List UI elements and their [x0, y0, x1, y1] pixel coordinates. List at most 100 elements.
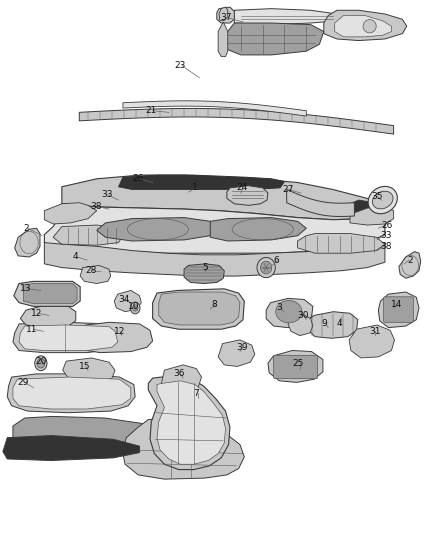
Polygon shape — [234, 9, 337, 25]
Text: 38: 38 — [90, 202, 102, 211]
Polygon shape — [159, 292, 240, 325]
Polygon shape — [210, 217, 306, 241]
Polygon shape — [23, 284, 77, 304]
Text: 12: 12 — [114, 327, 125, 336]
Text: 33: 33 — [380, 231, 392, 240]
Text: 14: 14 — [392, 300, 403, 309]
Text: 4: 4 — [73, 253, 78, 261]
Polygon shape — [63, 358, 115, 382]
Text: 36: 36 — [173, 369, 184, 378]
Polygon shape — [268, 351, 323, 382]
Polygon shape — [399, 252, 421, 278]
Text: 23: 23 — [174, 61, 185, 70]
Text: 12: 12 — [31, 309, 42, 318]
Ellipse shape — [257, 257, 276, 278]
Polygon shape — [266, 298, 313, 328]
Polygon shape — [184, 264, 224, 284]
Polygon shape — [44, 204, 385, 253]
Text: 38: 38 — [380, 242, 392, 251]
Polygon shape — [341, 200, 385, 216]
Polygon shape — [123, 101, 306, 116]
Text: 11: 11 — [26, 325, 38, 334]
FancyBboxPatch shape — [274, 356, 318, 378]
Text: 8: 8 — [211, 300, 217, 309]
Text: 13: 13 — [20, 284, 32, 293]
Polygon shape — [378, 292, 419, 328]
Text: 20: 20 — [35, 357, 46, 366]
Polygon shape — [44, 243, 385, 276]
Text: 27: 27 — [283, 185, 293, 194]
Ellipse shape — [363, 20, 376, 33]
Polygon shape — [3, 435, 140, 461]
Text: 15: 15 — [79, 362, 90, 371]
Polygon shape — [114, 290, 141, 312]
Text: 31: 31 — [370, 327, 381, 336]
Ellipse shape — [35, 356, 47, 370]
Polygon shape — [349, 325, 395, 358]
Text: 37: 37 — [220, 13, 231, 22]
Polygon shape — [81, 322, 152, 353]
Polygon shape — [13, 377, 131, 409]
Polygon shape — [20, 306, 76, 328]
Text: 39: 39 — [236, 343, 247, 352]
Text: 4: 4 — [336, 319, 342, 328]
Text: 3: 3 — [276, 303, 282, 312]
Ellipse shape — [37, 359, 45, 368]
Text: 26: 26 — [133, 174, 144, 183]
FancyBboxPatch shape — [384, 297, 413, 322]
Polygon shape — [79, 108, 394, 134]
Polygon shape — [14, 228, 40, 257]
Polygon shape — [62, 175, 385, 220]
Polygon shape — [53, 225, 123, 245]
Text: 33: 33 — [101, 190, 113, 199]
Polygon shape — [14, 281, 80, 306]
Polygon shape — [288, 314, 313, 336]
Text: 5: 5 — [202, 263, 208, 272]
Text: 10: 10 — [128, 302, 140, 311]
Polygon shape — [13, 322, 122, 353]
Polygon shape — [119, 175, 285, 189]
Polygon shape — [13, 416, 152, 446]
Polygon shape — [227, 185, 268, 205]
Polygon shape — [219, 7, 228, 20]
Polygon shape — [157, 381, 226, 464]
Polygon shape — [218, 22, 228, 56]
Polygon shape — [122, 418, 244, 479]
Polygon shape — [297, 233, 385, 253]
Polygon shape — [19, 325, 118, 351]
Text: 1: 1 — [192, 183, 198, 192]
Ellipse shape — [131, 302, 140, 314]
Polygon shape — [324, 10, 407, 41]
Polygon shape — [161, 365, 201, 393]
Polygon shape — [44, 203, 97, 224]
Ellipse shape — [261, 261, 272, 274]
Polygon shape — [335, 15, 392, 37]
Ellipse shape — [133, 305, 138, 311]
Polygon shape — [7, 374, 135, 413]
Polygon shape — [152, 289, 244, 329]
Text: 28: 28 — [86, 266, 97, 275]
Text: 29: 29 — [18, 378, 29, 387]
Text: 30: 30 — [297, 311, 309, 320]
Polygon shape — [350, 207, 394, 225]
Polygon shape — [307, 312, 358, 338]
Text: 26: 26 — [381, 221, 393, 230]
Polygon shape — [148, 375, 230, 470]
Polygon shape — [223, 23, 324, 55]
Ellipse shape — [276, 301, 302, 323]
Text: 7: 7 — [194, 389, 199, 398]
Text: 34: 34 — [118, 295, 130, 304]
Polygon shape — [287, 189, 354, 216]
Polygon shape — [217, 7, 234, 23]
Ellipse shape — [368, 187, 397, 214]
Text: 21: 21 — [146, 106, 157, 115]
Text: 35: 35 — [371, 192, 383, 201]
Ellipse shape — [372, 191, 393, 209]
Text: 2: 2 — [23, 224, 29, 233]
Text: 6: 6 — [274, 256, 279, 264]
Polygon shape — [218, 340, 255, 367]
Polygon shape — [97, 217, 219, 241]
Text: 25: 25 — [293, 359, 304, 368]
Text: 24: 24 — [237, 183, 248, 192]
Text: 2: 2 — [407, 256, 413, 264]
